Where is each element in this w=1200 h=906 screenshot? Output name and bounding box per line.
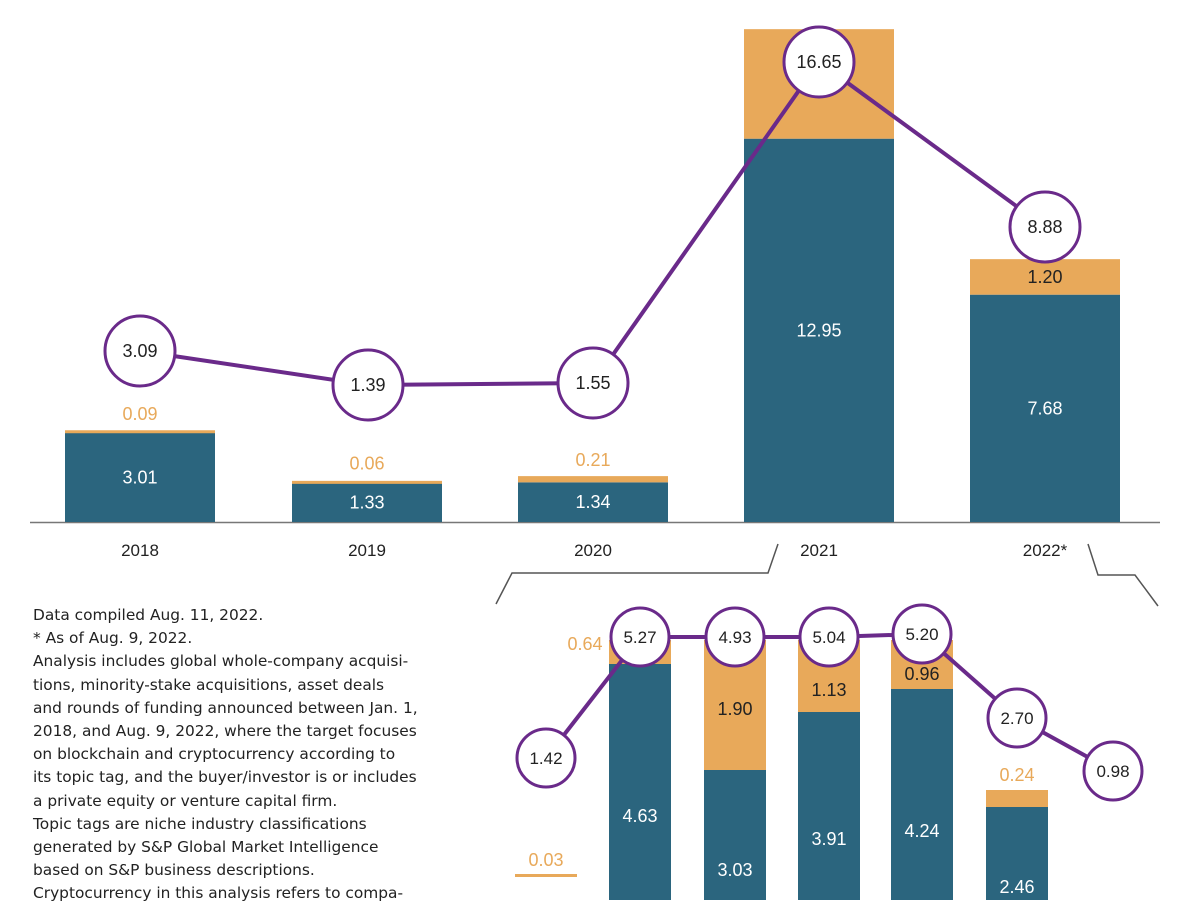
data-label-primary: 4.24: [904, 821, 939, 841]
total-marker: [609, 606, 671, 668]
bar-primary: [609, 664, 671, 900]
note-line: based on S&P business descriptions.: [33, 861, 315, 880]
data-label-secondary: 1.90: [717, 699, 752, 719]
note-line: 2018, and Aug. 9, 2022, where the target…: [33, 722, 417, 741]
total-marker: [556, 346, 630, 420]
total-marker: [986, 687, 1048, 749]
total-label: 4.93: [718, 628, 751, 647]
total-label: 5.20: [905, 625, 938, 644]
total-marker: [1008, 190, 1082, 264]
note-line: tions, minority-stake acquisitions, asse…: [33, 675, 385, 694]
annual-chart: 3.01 0.09 2018 1.33 0.06 2019 1.34 0.21 2020 12.9…: [30, 25, 1160, 560]
bar-primary: [744, 138, 894, 522]
data-label-primary: 1.33: [349, 492, 384, 512]
total-line: [139, 59, 1047, 388]
x-tick-label: 2018: [121, 541, 159, 560]
total-marker: [331, 348, 405, 422]
note-line: Analysis includes global whole-company a…: [33, 652, 409, 671]
total-marker: [891, 603, 953, 665]
data-label-primary: 2.46: [999, 877, 1034, 897]
zoom-bracket-left: [495, 543, 779, 605]
bar-primary: [986, 807, 1048, 900]
data-label-secondary: 0.09: [122, 404, 157, 424]
bar-primary: [292, 482, 442, 522]
total-marker: [782, 25, 856, 99]
zoom-bracket-right: [1087, 543, 1159, 607]
bar-secondary: [986, 790, 1048, 807]
note-line: and rounds of funding announced between …: [33, 698, 418, 717]
data-label-secondary: 1.13: [811, 680, 846, 700]
chart-notes: Data compiled Aug. 11, 2022. * As of Aug…: [33, 604, 493, 906]
bar-primary: [704, 770, 766, 900]
bar-primary: [798, 712, 860, 900]
data-label-secondary: 1.20: [1027, 267, 1062, 287]
total-label: 8.88: [1027, 217, 1062, 237]
total-marker: [798, 606, 860, 668]
note-line: generated by S&P Global Market Intellige…: [33, 838, 379, 857]
data-label-primary: 3.01: [122, 467, 157, 487]
bar-primary: [891, 689, 953, 900]
total-label: 5.27: [623, 628, 656, 647]
bar-primary: [970, 294, 1120, 522]
x-tick-label: 2021: [800, 541, 838, 560]
bar-secondary: [292, 480, 442, 484]
data-label-primary: 1.34: [575, 492, 610, 512]
x-tick-label: 2020: [574, 541, 612, 560]
note-line: * As of Aug. 9, 2022.: [33, 629, 193, 648]
total-label: 2.70: [1000, 709, 1033, 728]
data-label-primary: 3.91: [811, 829, 846, 849]
note-line: its topic tag, and the buyer/investor is…: [33, 768, 417, 787]
total-label: 1.39: [350, 375, 385, 395]
data-label-secondary: 0.24: [999, 765, 1034, 785]
total-label: 5.04: [812, 628, 845, 647]
x-tick-label: 2022*: [1023, 541, 1068, 560]
data-label-primary: 3.03: [717, 860, 752, 880]
bar-secondary: [515, 874, 577, 877]
bar-secondary: [65, 430, 215, 434]
bar-secondary: [518, 476, 668, 483]
total-marker: [515, 727, 577, 789]
total-label: 1.55: [575, 373, 610, 393]
data-label-secondary: 0.06: [349, 454, 384, 474]
note-line: on blockchain and cryptocurrency accordi…: [33, 745, 396, 764]
data-label-secondary: 0.21: [575, 450, 610, 470]
note-line: Cryptocurrency in this analysis refers t…: [33, 884, 404, 903]
note-line: Topic tags are niche industry classifica…: [33, 814, 367, 833]
data-label-primary: 7.68: [1027, 398, 1062, 418]
total-marker: [1082, 740, 1144, 802]
data-label-secondary: 0.03: [528, 850, 563, 870]
note-line: a private equity or venture capital firm…: [33, 791, 338, 810]
note-line: Data compiled Aug. 11, 2022.: [33, 606, 264, 624]
detail-chart: 4.63 3.03 3.91 4.24 2.46 0.03 0.64 1.90 1.13 0.96…: [515, 603, 1144, 900]
bar-primary: [65, 432, 215, 522]
data-label-primary: 4.63: [622, 806, 657, 826]
total-marker: [704, 606, 766, 668]
total-marker: [103, 314, 177, 388]
bar-secondary: [970, 259, 1120, 295]
data-label-secondary: 0.64: [567, 634, 602, 654]
zoom-connector: [495, 543, 1159, 607]
data-label-secondary: 0.96: [904, 664, 939, 684]
total-label: 16.65: [796, 52, 841, 72]
total-label: 0.98: [1096, 762, 1129, 781]
total-label: 3.09: [122, 341, 157, 361]
total-label: 1.42: [529, 749, 562, 768]
data-label-primary: 12.95: [796, 320, 841, 340]
x-tick-label: 2019: [348, 541, 386, 560]
bar-primary: [518, 482, 668, 522]
